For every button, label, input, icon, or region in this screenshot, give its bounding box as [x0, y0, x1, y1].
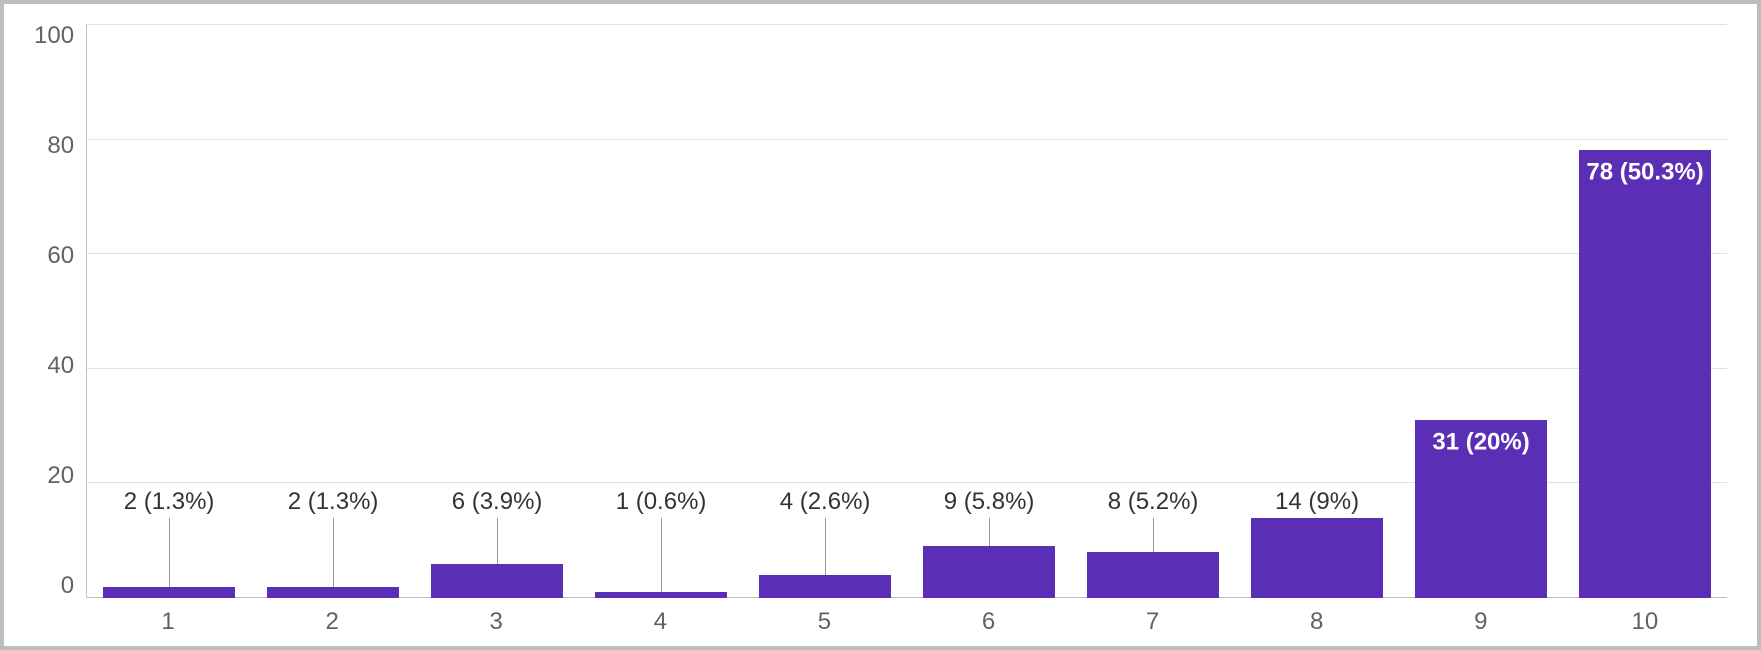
bar-slot: 9 (5.8%) [907, 24, 1071, 598]
bar-slot: 8 (5.2%) [1071, 24, 1235, 598]
bar-value-label: 1 (0.6%) [616, 488, 707, 516]
grid-area: 2 (1.3%) 2 (1.3%) 6 (3.9%) 1 (0.6%) 4 (2.6%)… [86, 24, 1727, 598]
bar-value-label: 6 (3.9%) [452, 488, 543, 516]
y-axis: 100 80 60 40 20 0 [34, 24, 86, 598]
label-stem [333, 518, 334, 587]
label-stem [1153, 518, 1154, 552]
x-tick: 6 [906, 608, 1070, 636]
x-tick: 2 [250, 608, 414, 636]
label-stem [989, 518, 990, 547]
bar-slot: 4 (2.6%) [743, 24, 907, 598]
bar [431, 564, 562, 598]
bar [923, 546, 1054, 598]
bar-value-label: 2 (1.3%) [124, 488, 215, 516]
label-stem [661, 518, 662, 593]
bar [759, 575, 890, 598]
x-tick: 7 [1071, 608, 1235, 636]
bar-value-label: 8 (5.2%) [1108, 488, 1199, 516]
x-tick: 5 [742, 608, 906, 636]
bar [1251, 518, 1382, 598]
x-tick: 3 [414, 608, 578, 636]
y-tick: 20 [47, 464, 74, 488]
label-stem [169, 518, 170, 587]
bar-slot: 2 (1.3%) [87, 24, 251, 598]
bar [267, 587, 398, 598]
bar-slot: 6 (3.9%) [415, 24, 579, 598]
bar-value-label: 14 (9%) [1275, 488, 1359, 516]
x-tick: 9 [1399, 608, 1563, 636]
plot-area: 100 80 60 40 20 0 2 (1.3%) 2 (1.3%) 6 (3.9%) 1 (… [34, 24, 1727, 598]
bar [595, 592, 726, 598]
bar-chart: 100 80 60 40 20 0 2 (1.3%) 2 (1.3%) 6 (3.9%) 1 (… [34, 24, 1727, 636]
y-tick: 0 [61, 574, 74, 598]
bar-value-label: 4 (2.6%) [780, 488, 871, 516]
bar-value-label: 9 (5.8%) [944, 488, 1035, 516]
x-tick: 10 [1563, 608, 1727, 636]
x-tick: 1 [86, 608, 250, 636]
bar-slot: 14 (9%) [1235, 24, 1399, 598]
bar-value-label: 78 (50.3%) [1586, 159, 1703, 187]
bar-value-label: 2 (1.3%) [288, 488, 379, 516]
bar-slot: 78 (50.3%) [1563, 24, 1727, 598]
bar [103, 587, 234, 598]
label-stem [825, 518, 826, 575]
bar-slot: 2 (1.3%) [251, 24, 415, 598]
bar [1087, 552, 1218, 598]
bars-container: 2 (1.3%) 2 (1.3%) 6 (3.9%) 1 (0.6%) 4 (2.6%)… [87, 24, 1727, 598]
bar-value-label: 31 (20%) [1432, 428, 1529, 456]
y-tick: 80 [47, 134, 74, 158]
y-tick: 100 [34, 24, 74, 48]
label-stem [497, 518, 498, 564]
bar [1579, 150, 1710, 598]
bar-slot: 31 (20%) [1399, 24, 1563, 598]
x-tick: 4 [578, 608, 742, 636]
x-tick: 8 [1235, 608, 1399, 636]
x-axis: 12345678910 [34, 608, 1727, 636]
y-tick: 40 [47, 354, 74, 378]
y-tick: 60 [47, 244, 74, 268]
bar-slot: 1 (0.6%) [579, 24, 743, 598]
